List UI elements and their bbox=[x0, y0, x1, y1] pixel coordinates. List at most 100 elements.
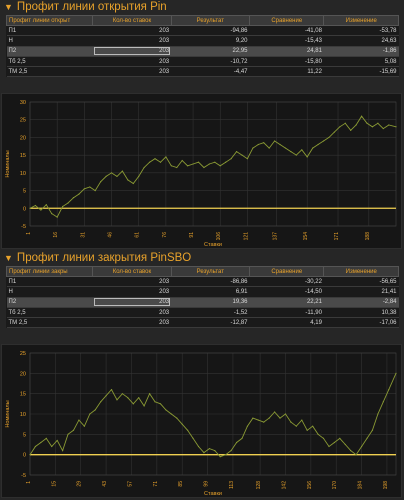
data-point bbox=[143, 166, 145, 169]
data-point bbox=[252, 147, 254, 149]
column-header[interactable]: Результат bbox=[170, 15, 251, 26]
table-cell[interactable]: Тб 2,5 bbox=[6, 56, 93, 68]
table-cell[interactable]: -14,50 bbox=[249, 286, 324, 298]
x-tick-label: 57 bbox=[127, 481, 133, 487]
data-point bbox=[187, 165, 189, 167]
table-cell[interactable]: 4,19 bbox=[249, 317, 324, 329]
table-cell[interactable]: П1 bbox=[6, 276, 93, 288]
table-row[interactable]: Н 203 9,20 -15,43 24,63 bbox=[6, 35, 399, 47]
table-cell[interactable]: -10,72 bbox=[171, 56, 250, 68]
collapse-triangle-icon[interactable]: ▼ bbox=[4, 253, 13, 263]
table-cell[interactable]: ТМ 2,5 bbox=[6, 317, 93, 329]
table-cell[interactable]: -94,86 bbox=[171, 25, 250, 37]
section1-table[interactable]: Профит линии открыт Кол-во ставок Результа… bbox=[5, 15, 399, 78]
column-header[interactable]: Профит линии открыт bbox=[5, 15, 94, 26]
column-header[interactable]: Сравнение bbox=[249, 15, 325, 26]
table-cell[interactable]: 11,22 bbox=[249, 66, 324, 78]
table-cell[interactable]: -12,87 bbox=[171, 317, 250, 329]
table-cell[interactable]: 203 bbox=[92, 25, 172, 37]
y-tick-label: 15 bbox=[20, 392, 26, 398]
table-cell[interactable]: -1,86 bbox=[323, 46, 399, 57]
table-cell[interactable]: П1 bbox=[6, 25, 93, 37]
column-header[interactable]: Кол-во ставок bbox=[92, 15, 172, 26]
table-cell[interactable]: 10,38 bbox=[323, 307, 399, 319]
table-cell[interactable]: -11,90 bbox=[249, 307, 324, 319]
table-cell[interactable]: -17,06 bbox=[323, 317, 399, 329]
table-cell[interactable]: 203 bbox=[92, 56, 172, 68]
column-header[interactable]: Сравнение bbox=[249, 266, 325, 277]
y-tick-label: 20 bbox=[20, 135, 26, 141]
column-header[interactable]: Изменение bbox=[323, 15, 399, 26]
data-point bbox=[306, 429, 308, 431]
table-cell[interactable]: 203 bbox=[92, 46, 172, 57]
table-cell[interactable]: 203 bbox=[92, 286, 172, 298]
table-cell[interactable]: 24,81 bbox=[249, 46, 324, 57]
table-cell[interactable]: П2 bbox=[6, 297, 93, 308]
table-cell[interactable]: -56,65 bbox=[323, 276, 399, 288]
table-cell[interactable]: 22,95 bbox=[171, 46, 250, 57]
table-cell[interactable]: 203 bbox=[92, 307, 172, 319]
table-row[interactable]: П1 203 -86,86 -30,22 -56,65 bbox=[6, 276, 399, 288]
table-cell[interactable]: -2,84 bbox=[323, 297, 399, 308]
section1-title[interactable]: ▼ Профит линии открытия Pin bbox=[4, 1, 167, 13]
table-cell[interactable]: 203 bbox=[92, 35, 172, 47]
table-cell[interactable]: П2 bbox=[6, 46, 93, 57]
table-cell[interactable]: -1,52 bbox=[171, 307, 250, 319]
table-cell[interactable]: 9,20 bbox=[171, 35, 250, 47]
section2-table[interactable]: Профит линии закры Кол-во ставок Результат… bbox=[5, 266, 399, 329]
plot-frame bbox=[29, 352, 397, 476]
table-row[interactable]: Н 203 6,91 -14,50 21,41 bbox=[6, 286, 399, 298]
table-row[interactable]: Тб 2,5 203 -1,52 -11,90 10,38 bbox=[6, 307, 399, 319]
table-cell[interactable]: 203 bbox=[92, 276, 172, 288]
table-cell[interactable]: -4,47 bbox=[171, 66, 250, 78]
data-point bbox=[333, 441, 335, 444]
y-tick-label: -5 bbox=[21, 224, 26, 230]
table-cell[interactable]: ТМ 2,5 bbox=[6, 66, 93, 78]
data-point bbox=[45, 204, 47, 206]
table-cell[interactable]: 22,21 bbox=[249, 297, 324, 308]
table-cell[interactable]: 19,36 bbox=[171, 297, 250, 308]
column-header[interactable]: Результат bbox=[170, 266, 251, 277]
table-cell[interactable]: Н bbox=[6, 35, 93, 47]
table-cell[interactable]: 203 bbox=[92, 297, 172, 308]
data-point bbox=[306, 156, 308, 158]
table-cell[interactable]: -41,08 bbox=[249, 25, 324, 37]
series-line bbox=[29, 373, 397, 458]
data-point bbox=[203, 452, 205, 454]
column-header[interactable]: Профит линии закры bbox=[5, 266, 94, 277]
table-cell[interactable]: 203 bbox=[92, 317, 172, 329]
table-row[interactable]: П1 203 -94,86 -41,08 -53,78 bbox=[6, 25, 399, 37]
y-tick-label: 0 bbox=[23, 453, 26, 459]
section2-title[interactable]: ▼ Профит линии закрытия PinSBO bbox=[4, 252, 191, 264]
table-cell[interactable]: Н bbox=[6, 286, 93, 298]
table-cell[interactable]: 6,91 bbox=[171, 286, 250, 298]
data-point bbox=[382, 401, 384, 403]
table-row[interactable]: П2 203 22,95 24,81 -1,86 bbox=[6, 46, 399, 57]
table-cell[interactable]: Тб 2,5 bbox=[6, 307, 93, 319]
table-cell[interactable]: -15,43 bbox=[249, 35, 324, 47]
table-cell[interactable]: 203 bbox=[92, 66, 172, 78]
table-cell[interactable]: -15,80 bbox=[249, 56, 324, 68]
data-point bbox=[355, 454, 357, 456]
data-point bbox=[339, 126, 341, 128]
column-header[interactable]: Кол-во ставок bbox=[92, 266, 172, 277]
table-cell[interactable]: 21,41 bbox=[323, 286, 399, 298]
data-point bbox=[246, 158, 249, 160]
table-row[interactable]: ТМ 2,5 203 -4,47 11,22 -15,69 bbox=[6, 66, 399, 78]
table-cell[interactable]: -53,78 bbox=[323, 25, 399, 37]
collapse-triangle-icon[interactable]: ▼ bbox=[4, 2, 13, 12]
x-axis-label: Ставки bbox=[204, 242, 222, 248]
y-tick-label: 20 bbox=[20, 371, 26, 377]
table-row[interactable]: ТМ 2,5 203 -12,87 4,19 -17,06 bbox=[6, 317, 399, 329]
table-row[interactable]: П2 203 19,36 22,21 -2,84 bbox=[6, 297, 399, 308]
table-cell[interactable]: -15,69 bbox=[323, 66, 399, 78]
table-row[interactable]: Тб 2,5 203 -10,72 -15,80 5,08 bbox=[6, 56, 399, 68]
table-cell[interactable]: -86,86 bbox=[171, 276, 250, 288]
data-point bbox=[274, 411, 276, 413]
data-point bbox=[366, 437, 368, 439]
table-cell[interactable]: 5,08 bbox=[323, 56, 399, 68]
data-point bbox=[355, 124, 357, 126]
table-cell[interactable]: 24,63 bbox=[323, 35, 399, 47]
column-header[interactable]: Изменение bbox=[323, 266, 399, 277]
table-cell[interactable]: -30,22 bbox=[249, 276, 324, 288]
